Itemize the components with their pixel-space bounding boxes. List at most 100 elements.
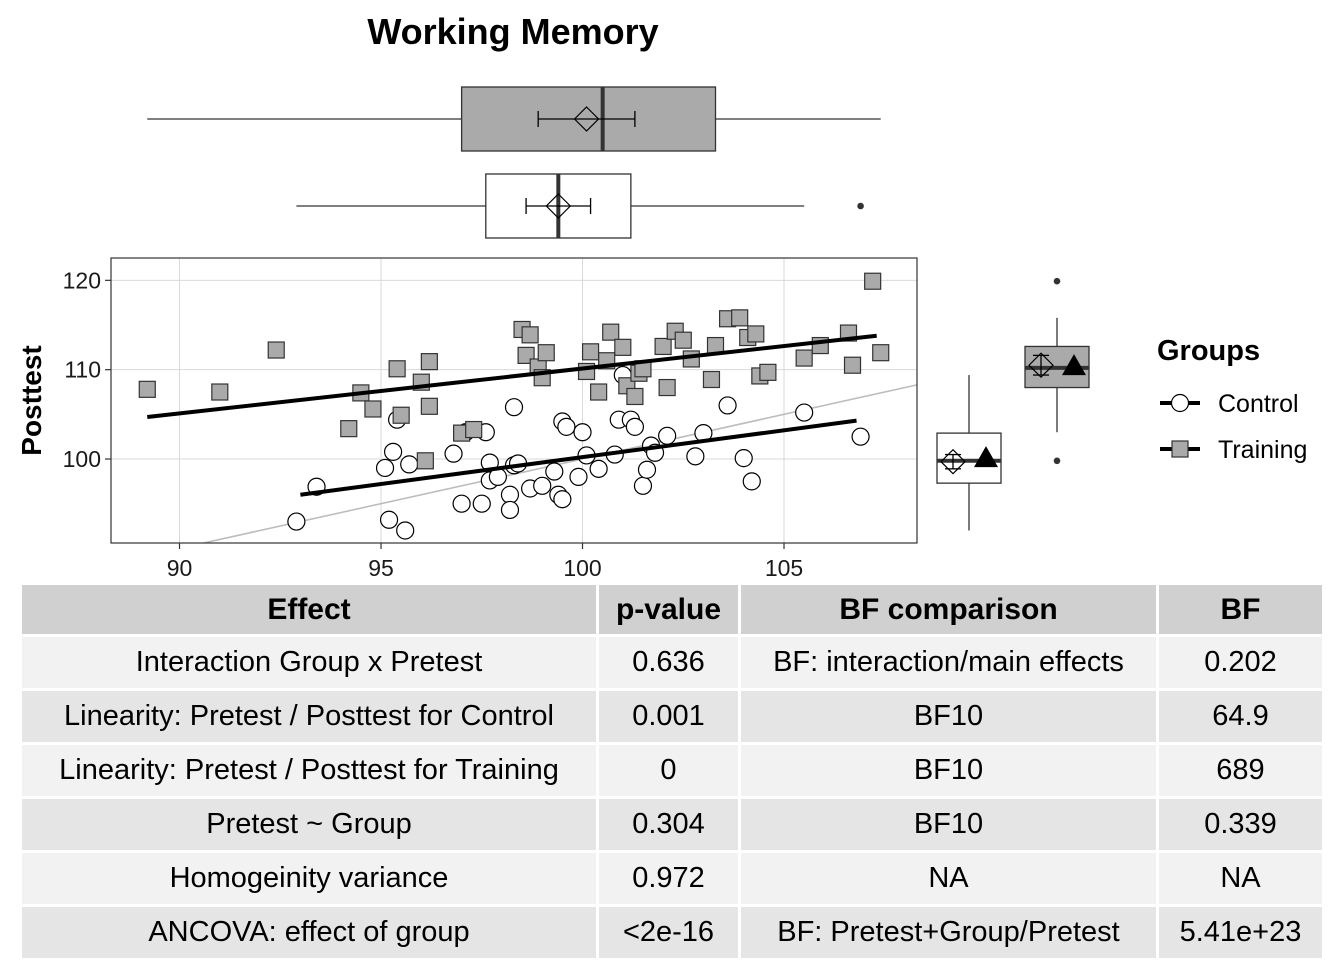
mean-diamond bbox=[545, 193, 572, 219]
table-header-row: Effect p-value BF comparison BF bbox=[22, 585, 1325, 637]
cell-bf: 0.202 bbox=[1159, 637, 1325, 691]
data-point-control bbox=[500, 500, 520, 520]
y-tick-label: 100 bbox=[63, 446, 101, 472]
data-point-training bbox=[654, 337, 672, 356]
data-point-training bbox=[843, 356, 862, 374]
regression-line-control bbox=[300, 418, 857, 497]
regression-line-training bbox=[147, 333, 877, 420]
data-point-training bbox=[702, 370, 721, 389]
cell-bf-comparison: BF10 bbox=[741, 799, 1159, 853]
posttest-box-control bbox=[936, 375, 1002, 531]
data-point-control bbox=[637, 460, 657, 479]
outlier-point bbox=[1053, 277, 1061, 285]
pretest-box-training bbox=[147, 86, 881, 152]
stats-table: Effect p-value BF comparison BF Interact… bbox=[22, 585, 1325, 961]
data-point-control bbox=[718, 396, 737, 415]
data-point-training bbox=[392, 406, 410, 424]
cell-bf: 0.339 bbox=[1159, 799, 1325, 853]
mean-diamond bbox=[1028, 352, 1054, 379]
table-row: ANCOVA: effect of group <2e-16 BF: Prete… bbox=[22, 907, 1325, 961]
data-point-control bbox=[851, 427, 870, 446]
data-point-control bbox=[569, 467, 588, 486]
scatter-panel: 90 95 100 105 100 110 120 Posttest bbox=[16, 257, 918, 580]
cell-bf-comparison: NA bbox=[741, 853, 1159, 907]
cell-p-value: 0.304 bbox=[599, 799, 741, 853]
data-point-control bbox=[396, 521, 415, 540]
data-point-training bbox=[590, 383, 608, 401]
data-point-training bbox=[581, 343, 600, 361]
y-tick-label: 110 bbox=[64, 357, 101, 383]
data-point-training bbox=[521, 326, 539, 344]
legend-key-marker bbox=[1171, 440, 1189, 458]
legend-label-control: Control bbox=[1218, 390, 1299, 418]
legend-title: Groups bbox=[1157, 335, 1260, 367]
data-point-training bbox=[267, 341, 285, 359]
data-point-control bbox=[287, 512, 306, 531]
data-point-training bbox=[364, 400, 382, 418]
data-point-training bbox=[138, 380, 156, 398]
data-point-training bbox=[388, 360, 406, 378]
data-point-control bbox=[625, 417, 645, 436]
cell-effect: ANCOVA: effect of group bbox=[22, 907, 599, 961]
y-axis-label: Posttest bbox=[16, 345, 47, 455]
series-control bbox=[287, 365, 870, 540]
cell-effect: Pretest ~ Group bbox=[22, 799, 599, 853]
mean-diamond bbox=[573, 106, 600, 132]
data-point-training bbox=[864, 272, 882, 290]
mean-diamond bbox=[940, 448, 966, 475]
data-point-control bbox=[545, 462, 564, 481]
x-tick-label: 95 bbox=[368, 555, 394, 580]
table-row: Pretest ~ Group 0.304 BF10 0.339 bbox=[22, 799, 1325, 853]
legend: Groups Control Training bbox=[1157, 335, 1307, 464]
data-point-training bbox=[658, 378, 676, 397]
data-point-training bbox=[747, 325, 765, 343]
outlier-point bbox=[1053, 457, 1061, 465]
data-point-control bbox=[553, 490, 572, 509]
data-point-control bbox=[533, 476, 552, 495]
cell-effect: Interaction Group x Pretest bbox=[22, 637, 599, 691]
cell-bf-comparison: BF10 bbox=[741, 691, 1159, 745]
cell-bf-comparison: BF: Pretest+Group/Pretest bbox=[741, 907, 1159, 961]
cell-effect: Linearity: Pretest / Posttest for Contro… bbox=[22, 691, 599, 745]
x-tick-label: 90 bbox=[167, 555, 193, 580]
adjusted-mean-triangle bbox=[974, 446, 998, 468]
data-point-control bbox=[557, 417, 576, 436]
series-training bbox=[138, 272, 890, 470]
legend-entry-control: Control bbox=[1160, 390, 1299, 418]
data-point-control bbox=[444, 444, 463, 463]
table-row: Interaction Group x Pretest 0.636 BF: in… bbox=[22, 637, 1325, 691]
data-point-control bbox=[686, 447, 705, 466]
cell-bf: 64.9 bbox=[1159, 691, 1325, 745]
data-point-training bbox=[340, 420, 358, 438]
table-row: Homogeinity variance 0.972 NA NA bbox=[22, 853, 1325, 907]
cell-bf: 5.41e+23 bbox=[1159, 907, 1325, 961]
cell-p-value: 0.001 bbox=[599, 691, 741, 745]
chart-title: Working Memory bbox=[367, 11, 658, 52]
data-point-training bbox=[731, 309, 749, 327]
data-point-training bbox=[465, 420, 483, 439]
data-point-control bbox=[472, 494, 491, 513]
data-point-control bbox=[633, 476, 653, 495]
data-point-training bbox=[420, 353, 438, 371]
data-point-training bbox=[416, 452, 434, 470]
cell-p-value: 0.636 bbox=[599, 637, 741, 691]
table-row: Linearity: Pretest / Posttest for Contro… bbox=[22, 691, 1325, 745]
data-point-control bbox=[379, 510, 399, 529]
figure: Working Memory 90 95 100 105 100 110 120 Postte… bbox=[16, 11, 1307, 580]
data-point-training bbox=[211, 383, 229, 401]
data-point-control bbox=[795, 403, 814, 422]
header-p-value: p-value bbox=[599, 585, 741, 637]
cell-bf: NA bbox=[1159, 853, 1325, 907]
data-point-control bbox=[384, 442, 403, 461]
data-point-control bbox=[504, 398, 524, 417]
adjusted-mean-triangle bbox=[1062, 354, 1086, 376]
data-point-training bbox=[420, 397, 438, 415]
header-bf: BF bbox=[1159, 585, 1325, 637]
legend-entry-training: Training bbox=[1160, 436, 1307, 464]
pretest-box-control bbox=[296, 173, 864, 239]
panel-content bbox=[138, 272, 917, 543]
cell-p-value: 0.972 bbox=[599, 853, 741, 907]
data-point-control bbox=[589, 459, 608, 478]
y-tick-label: 120 bbox=[63, 267, 101, 293]
data-point-training bbox=[795, 349, 813, 367]
